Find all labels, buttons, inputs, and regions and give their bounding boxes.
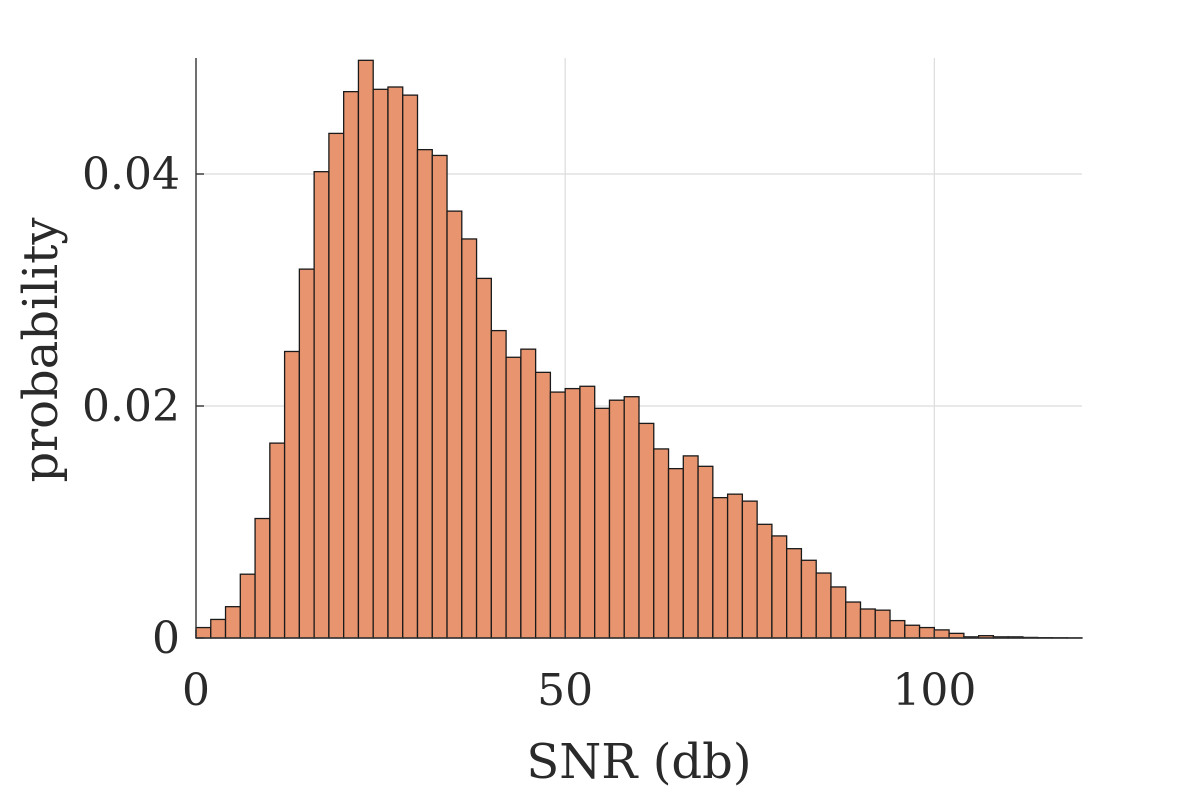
histogram-bar xyxy=(328,132,345,639)
histogram-bar xyxy=(608,399,625,639)
histogram-bar xyxy=(313,171,330,639)
histogram-bar xyxy=(343,90,360,639)
histogram-bar xyxy=(815,572,832,639)
histogram-bar xyxy=(845,601,862,639)
histogram-bar xyxy=(741,500,758,639)
histogram-bar xyxy=(475,277,492,639)
histogram-bar xyxy=(756,523,773,639)
y-tick-label: 0.04 xyxy=(82,149,180,200)
histogram-bar xyxy=(874,609,891,639)
histogram-bar xyxy=(830,586,847,639)
histogram-bar xyxy=(786,548,803,639)
histogram-bar xyxy=(269,442,286,639)
histogram-bar xyxy=(564,387,581,639)
histogram-bar xyxy=(638,422,655,639)
histogram-bar xyxy=(254,517,271,639)
histogram-bar xyxy=(667,467,684,639)
x-tick-label: 0 xyxy=(182,665,210,716)
histogram-bar xyxy=(697,465,714,639)
histogram-bar xyxy=(918,626,935,639)
histogram-bar xyxy=(446,210,463,639)
histogram-bar xyxy=(800,559,817,639)
histogram-bar xyxy=(490,329,507,639)
histogram-bar xyxy=(623,396,640,639)
x-tick-label: 100 xyxy=(892,665,976,716)
histogram-bar xyxy=(431,154,448,639)
histogram-bar xyxy=(653,448,670,639)
bar-layer xyxy=(195,59,1083,639)
tick-label-layer: 0 50 100 0 0.02 0.04 xyxy=(82,149,976,716)
histogram-bar xyxy=(387,86,404,639)
histogram-bar xyxy=(594,407,611,639)
y-axis-label: probability xyxy=(13,217,69,482)
histogram-bar xyxy=(461,238,478,639)
x-tick-label: 50 xyxy=(537,665,593,716)
histogram-bar xyxy=(283,350,301,639)
histogram-bar xyxy=(933,629,950,639)
histogram-bar xyxy=(579,385,596,639)
histogram-bar xyxy=(904,624,921,639)
histogram-bar xyxy=(771,535,788,639)
axis-layer xyxy=(195,58,1082,639)
histogram-bar xyxy=(210,618,227,639)
histogram-bar xyxy=(712,496,729,639)
histogram-bar xyxy=(239,573,256,639)
histogram-bar xyxy=(889,619,906,639)
histogram-bar xyxy=(505,356,522,639)
histogram-bar xyxy=(859,608,876,639)
histogram-bar xyxy=(195,626,212,639)
x-axis-label: SNR (db) xyxy=(526,734,751,790)
histogram-bar xyxy=(534,371,552,639)
histogram-bar xyxy=(372,88,389,639)
histogram-bar xyxy=(224,606,241,639)
y-tick-label: 0 xyxy=(152,613,180,664)
histogram-bar xyxy=(520,348,537,639)
histogram-bar xyxy=(549,391,566,639)
histogram-bar xyxy=(402,94,419,639)
histogram-bar xyxy=(682,455,699,639)
histogram-bar xyxy=(726,493,744,639)
histogram-bar xyxy=(298,268,315,639)
y-tick-label: 0.02 xyxy=(82,381,180,432)
histogram-bar xyxy=(357,59,374,639)
histogram-bar xyxy=(416,148,433,639)
